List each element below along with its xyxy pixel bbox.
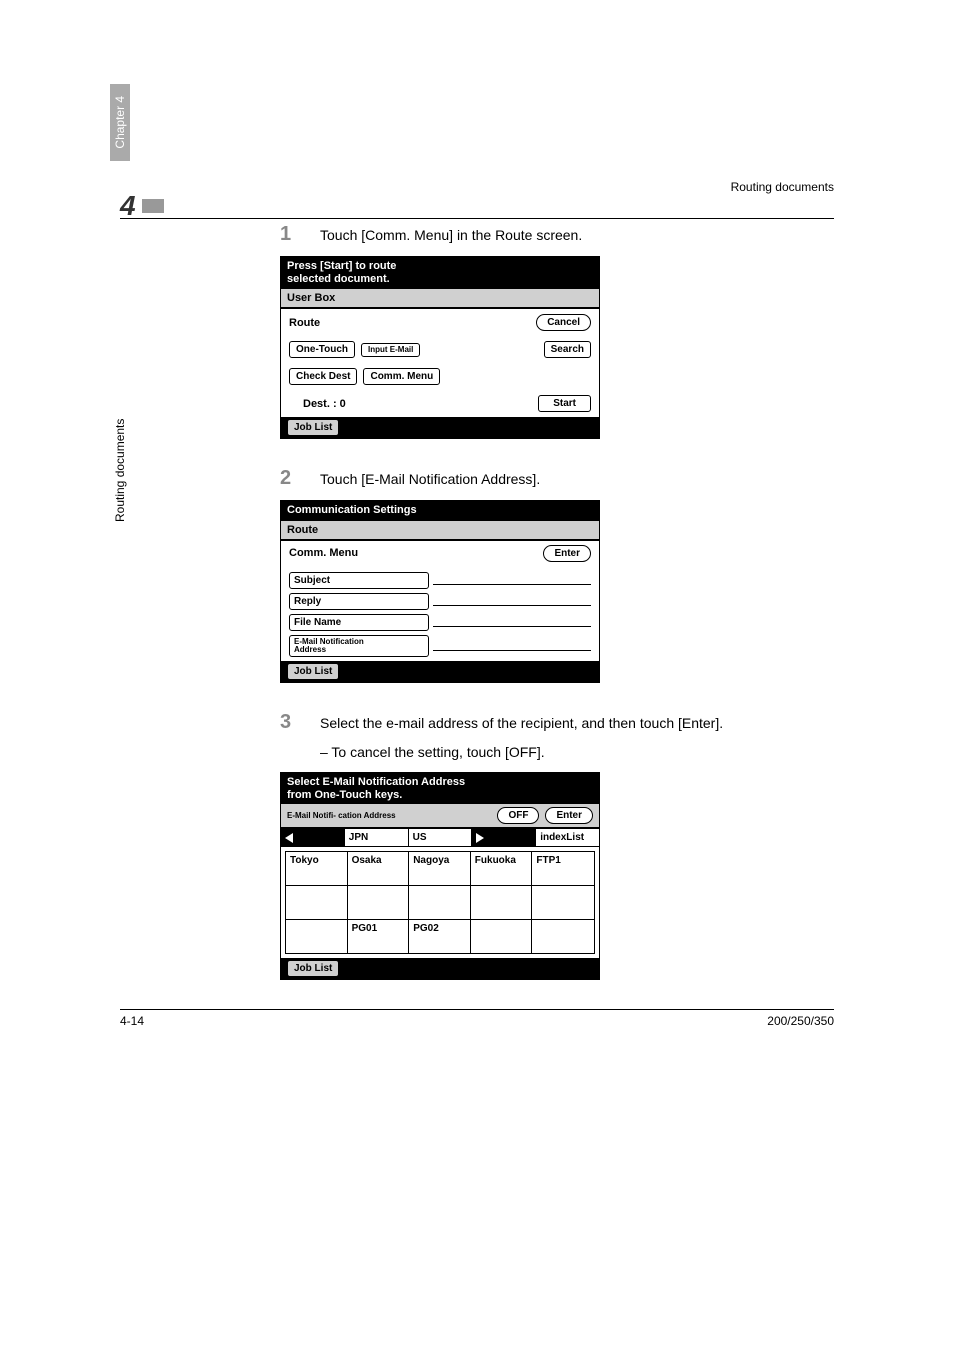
email-notification-address-button[interactable]: E-Mail Notification Address — [289, 635, 429, 657]
panel-select-subheader: E-Mail Notifi- cation Address OFF Enter — [281, 804, 599, 828]
cell-empty[interactable] — [471, 920, 533, 954]
panel-comm-settings: Communication Settings Route Comm. Menu … — [280, 500, 600, 683]
panel-comm-route: Route — [281, 520, 599, 540]
off-button[interactable]: OFF — [497, 807, 539, 824]
job-list-button-2[interactable]: Job List — [287, 663, 339, 680]
panel-select-title: Select E-Mail Notification Address from … — [281, 773, 599, 804]
cell-empty[interactable] — [286, 886, 348, 920]
email-notif-row: E-Mail Notification Address — [281, 633, 599, 659]
arrow-left-button[interactable] — [281, 829, 345, 846]
panel-select-footer: Job List — [281, 958, 599, 979]
cell-fukuoka[interactable]: Fukuoka — [471, 852, 533, 886]
address-grid-wrap: Tokyo Osaka Nagoya Fukuoka FTP1 PG01 PG0… — [281, 847, 599, 958]
step-2-text: Touch [E-Mail Notification Address]. — [320, 467, 540, 487]
step-3-number: 3 — [280, 711, 320, 734]
header-rule — [120, 218, 834, 219]
cancel-button[interactable]: Cancel — [536, 314, 591, 331]
step-2: 2 Touch [E-Mail Notification Address]. — [280, 467, 834, 490]
cell-ftp1[interactable]: FTP1 — [532, 852, 594, 886]
page-footer: 4-14 200/250/350 — [120, 1009, 834, 1028]
input-email-button[interactable]: Input E-Mail — [361, 343, 420, 357]
panel-comm-title: Communication Settings — [281, 501, 599, 520]
filename-row: File Name — [281, 612, 599, 633]
subject-row: Subject — [281, 570, 599, 591]
cell-nagoya[interactable]: Nagoya — [409, 852, 471, 886]
footer-model: 200/250/350 — [767, 1014, 834, 1028]
step-2-number: 2 — [280, 467, 320, 490]
running-header: Routing documents — [120, 180, 834, 194]
cell-pg01[interactable]: PG01 — [348, 920, 410, 954]
cell-empty[interactable] — [471, 886, 533, 920]
step-3-sub: – To cancel the setting, touch [OFF]. — [320, 744, 834, 760]
email-notif-field-line — [433, 641, 591, 651]
panel-select-address: Select E-Mail Notification Address from … — [280, 772, 600, 980]
step-1-number: 1 — [280, 223, 320, 246]
comm-menu-row: Comm. Menu Enter — [281, 540, 599, 566]
enter-button-2[interactable]: Enter — [545, 807, 593, 824]
arrow-left-icon — [285, 833, 293, 843]
step-1-text: Touch [Comm. Menu] in the Route screen. — [320, 223, 582, 243]
content: 1 Touch [Comm. Menu] in the Route screen… — [280, 223, 834, 980]
cell-empty[interactable] — [532, 886, 594, 920]
footer-page-number: 4-14 — [120, 1014, 144, 1028]
panel-select-title-l2: from One-Touch keys. — [287, 789, 402, 801]
cell-empty[interactable] — [286, 920, 348, 954]
side-tab-text: Routing documents — [110, 411, 130, 530]
panel-route-title: Press [Start] to route selected document… — [281, 257, 599, 288]
panel-route: Press [Start] to route selected document… — [280, 256, 600, 439]
tab-indexlist[interactable]: indexList — [536, 829, 599, 846]
panel-route-title-l2: selected document. — [287, 273, 390, 285]
tab-jpn[interactable]: JPN — [345, 829, 409, 846]
tab-us[interactable]: US — [409, 829, 473, 846]
panel-route-userbox: User Box — [281, 288, 599, 308]
enter-button[interactable]: Enter — [543, 545, 591, 562]
reply-button[interactable]: Reply — [289, 593, 429, 610]
panel-route-dest-row: Dest. : 0 Start — [281, 390, 599, 417]
panel-select-title-l1: Select E-Mail Notification Address — [287, 776, 465, 788]
subject-field-line — [433, 575, 591, 585]
cell-pg02[interactable]: PG02 — [409, 920, 471, 954]
panel-route-title-l1: Press [Start] to route — [287, 260, 396, 272]
side-tab: Routing documents Chapter 4 — [110, 84, 130, 530]
panel-comm-footer: Job List — [281, 661, 599, 682]
job-list-button[interactable]: Job List — [287, 419, 339, 436]
page: 4 Routing documents Routing documents Ch… — [0, 0, 954, 1068]
arrow-right-button[interactable] — [472, 829, 536, 846]
step-3: 3 Select the e-mail address of the recip… — [280, 711, 834, 734]
tab-row: JPN US indexList — [281, 828, 599, 847]
filename-field-line — [433, 617, 591, 627]
comm-menu-button[interactable]: Comm. Menu — [363, 368, 440, 385]
cell-empty[interactable] — [348, 886, 410, 920]
chapter-bar — [142, 199, 164, 213]
cell-empty[interactable] — [532, 920, 594, 954]
panel-route-row: Route Cancel — [281, 308, 599, 336]
dest-count-label: Dest. : 0 — [303, 398, 346, 410]
file-name-button[interactable]: File Name — [289, 614, 429, 631]
start-button[interactable]: Start — [538, 395, 591, 412]
comm-menu-label: Comm. Menu — [289, 547, 358, 559]
cell-empty[interactable] — [409, 886, 471, 920]
cell-tokyo[interactable]: Tokyo — [286, 852, 348, 886]
panel-route-buttons-2: Check Dest Comm. Menu — [281, 363, 599, 390]
reply-row: Reply — [281, 591, 599, 612]
panel-route-buttons-1: One-Touch Input E-Mail Search — [281, 336, 599, 363]
route-label: Route — [289, 317, 320, 329]
reply-field-line — [433, 596, 591, 606]
job-list-button-3[interactable]: Job List — [287, 960, 339, 977]
step-1: 1 Touch [Comm. Menu] in the Route screen… — [280, 223, 834, 246]
one-touch-button[interactable]: One-Touch — [289, 341, 355, 358]
check-dest-button[interactable]: Check Dest — [289, 368, 357, 385]
arrow-right-icon — [476, 833, 484, 843]
cell-osaka[interactable]: Osaka — [348, 852, 410, 886]
panel-route-footer: Job List — [281, 417, 599, 438]
email-notif-l2: Address — [294, 645, 326, 654]
side-tab-chapter: Chapter 4 — [110, 84, 130, 161]
address-grid: Tokyo Osaka Nagoya Fukuoka FTP1 PG01 PG0… — [285, 851, 595, 954]
subject-button[interactable]: Subject — [289, 572, 429, 589]
email-notif-address-label: E-Mail Notifi- cation Address — [287, 812, 396, 820]
search-button[interactable]: Search — [544, 341, 591, 358]
step-3-text: Select the e-mail address of the recipie… — [320, 711, 723, 731]
